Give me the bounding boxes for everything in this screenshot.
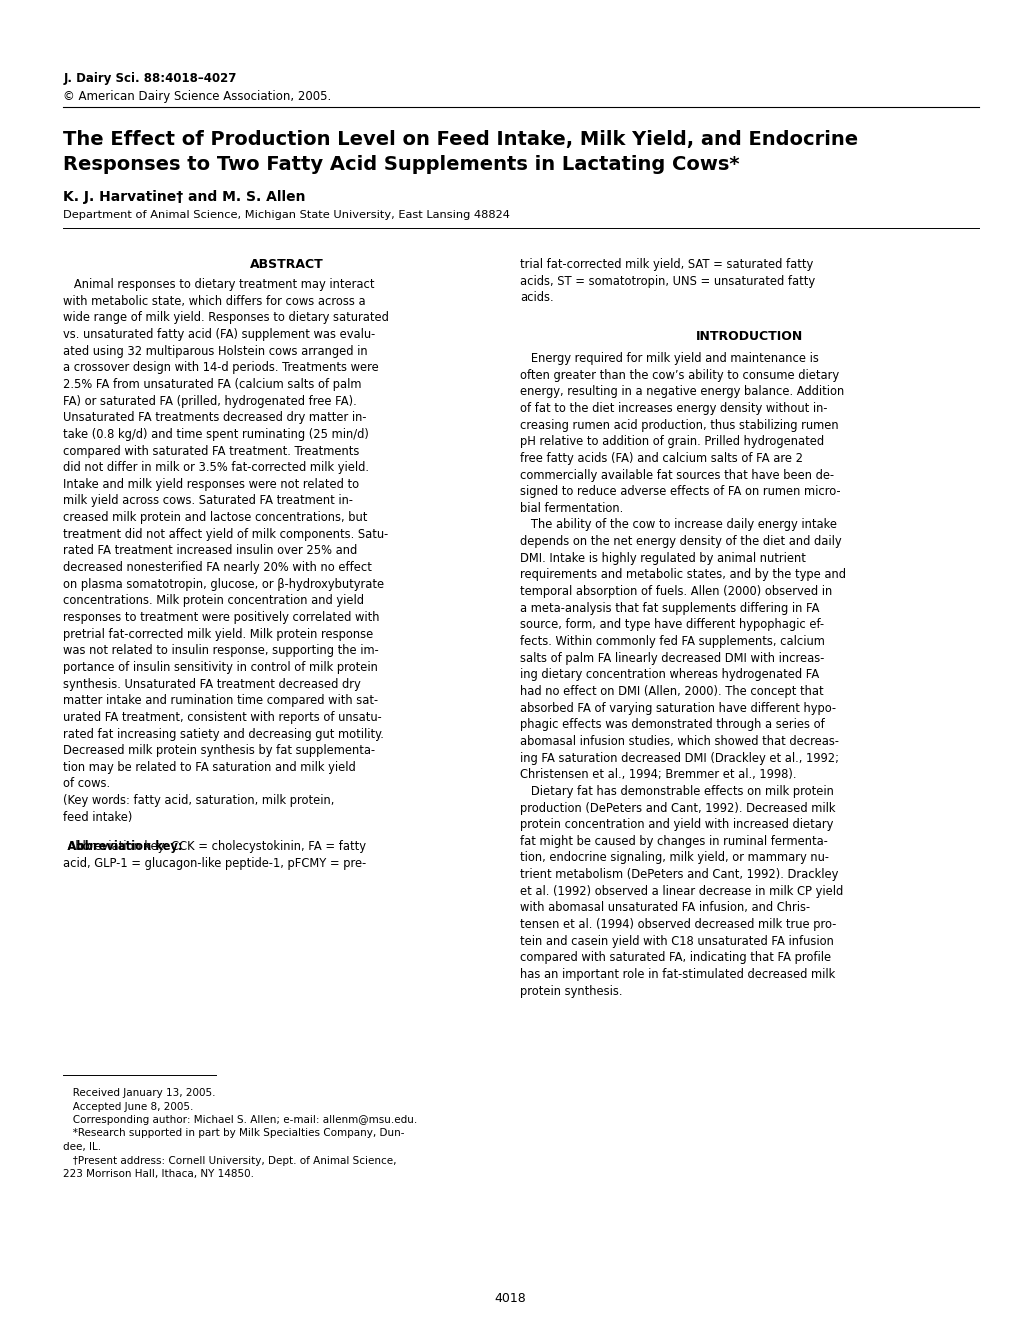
Text: Abbreviation key: CCK = cholecystokinin, FA = fatty
acid, GLP-1 = glucagon-like : Abbreviation key: CCK = cholecystokinin,… [63, 840, 366, 870]
Text: Responses to Two Fatty Acid Supplements in Lactating Cows*: Responses to Two Fatty Acid Supplements … [63, 154, 739, 174]
Text: trial fat-corrected milk yield, SAT = saturated fatty
acids, ST = somatotropin, : trial fat-corrected milk yield, SAT = sa… [520, 257, 814, 305]
Text: © American Dairy Science Association, 2005.: © American Dairy Science Association, 20… [63, 90, 331, 103]
Text: 4018: 4018 [493, 1292, 526, 1305]
Text: Energy required for milk yield and maintenance is
often greater than the cow’s a: Energy required for milk yield and maint… [520, 352, 846, 998]
Text: INTRODUCTION: INTRODUCTION [695, 330, 803, 343]
Text: Department of Animal Science, Michigan State University, East Lansing 48824: Department of Animal Science, Michigan S… [63, 210, 510, 220]
Text: Accepted June 8, 2005.: Accepted June 8, 2005. [63, 1101, 194, 1111]
Text: 223 Morrison Hall, Ithaca, NY 14850.: 223 Morrison Hall, Ithaca, NY 14850. [63, 1170, 254, 1179]
Text: The Effect of Production Level on Feed Intake, Milk Yield, and Endocrine: The Effect of Production Level on Feed I… [63, 129, 858, 149]
Text: Abbreviation key:: Abbreviation key: [63, 840, 182, 853]
Text: dee, IL.: dee, IL. [63, 1142, 101, 1152]
Text: *Research supported in part by Milk Specialties Company, Dun-: *Research supported in part by Milk Spec… [63, 1129, 405, 1138]
Text: ABSTRACT: ABSTRACT [250, 257, 323, 271]
Text: J. Dairy Sci. 88:4018–4027: J. Dairy Sci. 88:4018–4027 [63, 73, 236, 84]
Text: †Present address: Cornell University, Dept. of Animal Science,: †Present address: Cornell University, De… [63, 1155, 396, 1166]
Text: K. J. Harvatine† and M. S. Allen: K. J. Harvatine† and M. S. Allen [63, 190, 306, 205]
Text: Received January 13, 2005.: Received January 13, 2005. [63, 1088, 216, 1098]
Text: Corresponding author: Michael S. Allen; e-mail: allenm@msu.edu.: Corresponding author: Michael S. Allen; … [63, 1115, 417, 1125]
Text: Animal responses to dietary treatment may interact
with metabolic state, which d: Animal responses to dietary treatment ma… [63, 279, 388, 824]
